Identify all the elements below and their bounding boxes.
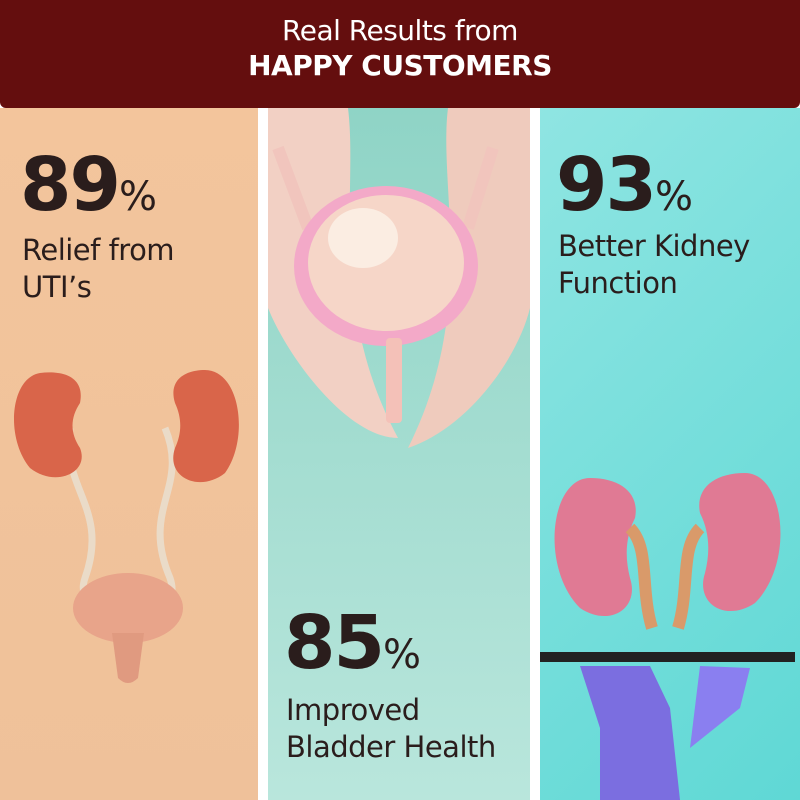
stat-value: 93% — [556, 142, 693, 228]
panel-kidney-function: 93% Better Kidney Function — [540, 108, 800, 800]
header-title: Real Results from — [282, 14, 518, 47]
stat-label: Relief from UTI’s — [22, 233, 175, 304]
urinary-system-illustration — [13, 370, 239, 683]
stat-value: 89% — [20, 142, 157, 228]
header-subtitle: HAPPY CUSTOMERS — [248, 49, 552, 82]
kidneys-on-tablet-illustration — [540, 473, 795, 800]
header-banner: Real Results from HAPPY CUSTOMERS — [0, 0, 800, 108]
bladder-in-hands-illustration — [268, 108, 530, 448]
stat-label: Better Kidney Function — [558, 229, 750, 300]
panel-bladder-health: 85% Improved Bladder Health — [268, 108, 530, 800]
stat-label: Improved Bladder Health — [286, 693, 496, 764]
panel-uti-relief: 89% Relief from UTI’s — [0, 108, 258, 800]
stat-value: 85% — [284, 600, 421, 686]
